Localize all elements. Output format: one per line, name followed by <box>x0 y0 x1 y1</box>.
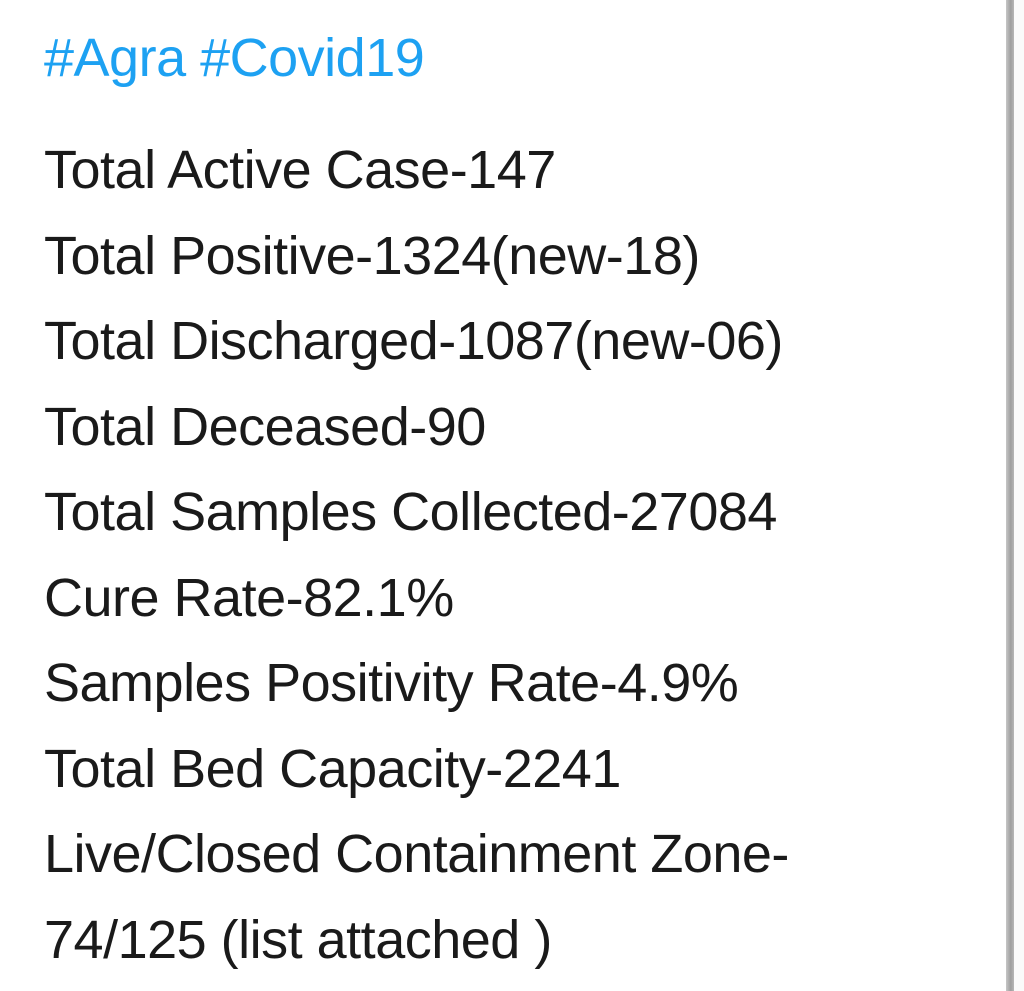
right-edge-margin <box>1014 0 1024 991</box>
stats-list: Total Active Case-147 Total Positive-132… <box>44 128 994 983</box>
stat-total-bed-capacity: Total Bed Capacity-2241 <box>44 738 621 799</box>
stat-total-active-case: Total Active Case-147 <box>44 140 556 200</box>
stat-samples-positivity-rate: Samples Positivity Rate-4.9% <box>44 653 739 713</box>
stat-containment-zone-value: 74/125 (list attached ) <box>44 909 552 970</box>
tweet-text: #Agra #Covid19 Total Active Case-147 Tot… <box>44 22 994 983</box>
stat-cure-rate: Cure Rate-82.1% <box>44 567 454 628</box>
hashtag-covid19-link[interactable]: #Covid19 <box>200 28 425 88</box>
scrollbar[interactable] <box>1006 0 1014 991</box>
hashtag-agra-link[interactable]: #Agra <box>44 28 186 88</box>
stat-total-discharged: Total Discharged-1087(new-06) <box>44 311 783 371</box>
stat-total-samples-collected: Total Samples Collected-27084 <box>44 482 777 542</box>
stat-total-deceased: Total Deceased-90 <box>44 396 486 457</box>
stat-containment-zone-label: Live/Closed Containment Zone- <box>44 824 789 884</box>
hashtag-row: #Agra #Covid19 <box>44 22 994 94</box>
stat-total-positive: Total Positive-1324(new-18) <box>44 225 700 286</box>
